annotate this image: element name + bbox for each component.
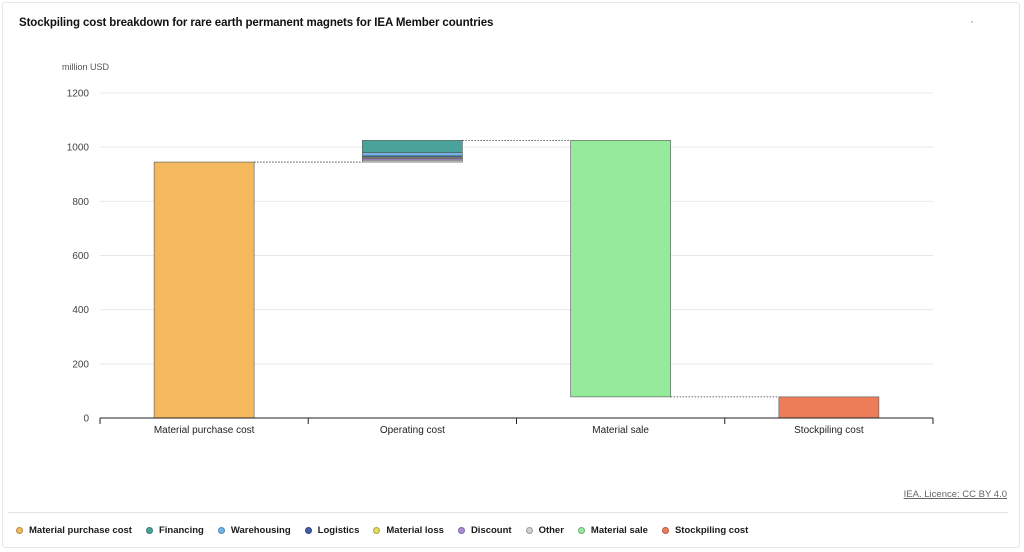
legend-swatch-icon bbox=[577, 527, 585, 534]
legend-item[interactable]: Stockpiling cost bbox=[661, 525, 749, 536]
legend-label: Material loss bbox=[386, 525, 444, 536]
bar-other bbox=[362, 159, 463, 163]
legend-swatch-icon bbox=[525, 527, 533, 534]
legend-item[interactable]: Financing bbox=[145, 525, 204, 536]
legend-item[interactable]: Warehousing bbox=[217, 525, 291, 536]
legend-swatch-icon bbox=[457, 527, 465, 534]
legend-swatch-icon bbox=[373, 527, 381, 534]
y-tick-label: 600 bbox=[72, 251, 89, 262]
y-tick-label: 1000 bbox=[67, 143, 90, 154]
connector-lines bbox=[254, 139, 779, 398]
legend-item[interactable]: Logistics bbox=[304, 525, 360, 536]
legend-item[interactable]: Discount bbox=[457, 525, 512, 536]
x-axis: Material purchase cost Operating cost Mate… bbox=[99, 417, 934, 436]
bars bbox=[153, 140, 880, 419]
legend-swatch-icon bbox=[217, 527, 225, 534]
y-tick-labels: 0 200 400 600 800 1000 1200 bbox=[67, 89, 90, 425]
bar-material-purchase-cost bbox=[153, 161, 255, 419]
legend-swatch-icon bbox=[304, 527, 312, 534]
y-tick-label: 0 bbox=[83, 414, 89, 425]
legend-label: Logistics bbox=[317, 525, 360, 536]
menu-dot-icon[interactable] bbox=[971, 21, 973, 23]
x-tick-label: Operating cost bbox=[380, 425, 445, 436]
legend: Material purchase cost Financing Warehousi… bbox=[16, 525, 762, 536]
legend-swatch-icon bbox=[661, 527, 669, 534]
x-tick-label: Stockpiling cost bbox=[794, 425, 864, 436]
chart-title: Stockpiling cost breakdown for rare eart… bbox=[19, 17, 494, 29]
y-tick-label: 400 bbox=[72, 305, 89, 316]
legend-item[interactable]: Material sale bbox=[577, 525, 648, 536]
legend-label: Other bbox=[538, 525, 564, 536]
y-axis-unit-label: million USD bbox=[62, 62, 110, 72]
legend-swatch-icon bbox=[16, 527, 23, 534]
legend-label: Material purchase cost bbox=[29, 525, 132, 536]
legend-divider bbox=[8, 512, 1008, 513]
bar-stockpiling-cost bbox=[778, 396, 880, 419]
bar-warehousing bbox=[362, 152, 463, 157]
legend-label: Stockpiling cost bbox=[674, 525, 749, 536]
legend-item[interactable]: Material loss bbox=[373, 525, 444, 536]
y-tick-label: 200 bbox=[72, 359, 89, 370]
x-tick-label: Material purchase cost bbox=[154, 425, 255, 436]
y-tick-label: 800 bbox=[72, 197, 89, 208]
legend-item[interactable]: Other bbox=[525, 525, 564, 536]
legend-label: Warehousing bbox=[230, 525, 291, 536]
legend-label: Material sale bbox=[590, 525, 648, 536]
bar-material-sale bbox=[570, 140, 671, 398]
legend-label: Financing bbox=[158, 525, 204, 536]
legend-item[interactable]: Material purchase cost bbox=[16, 525, 132, 536]
legend-swatch-icon bbox=[145, 527, 153, 534]
legend-label: Discount bbox=[470, 525, 512, 536]
x-tick-label: Material sale bbox=[592, 425, 649, 436]
bar-financing bbox=[362, 140, 463, 153]
y-tick-label: 1200 bbox=[67, 89, 90, 100]
source-licence-link[interactable]: IEA. Licence: CC BY 4.0 bbox=[903, 489, 1007, 500]
